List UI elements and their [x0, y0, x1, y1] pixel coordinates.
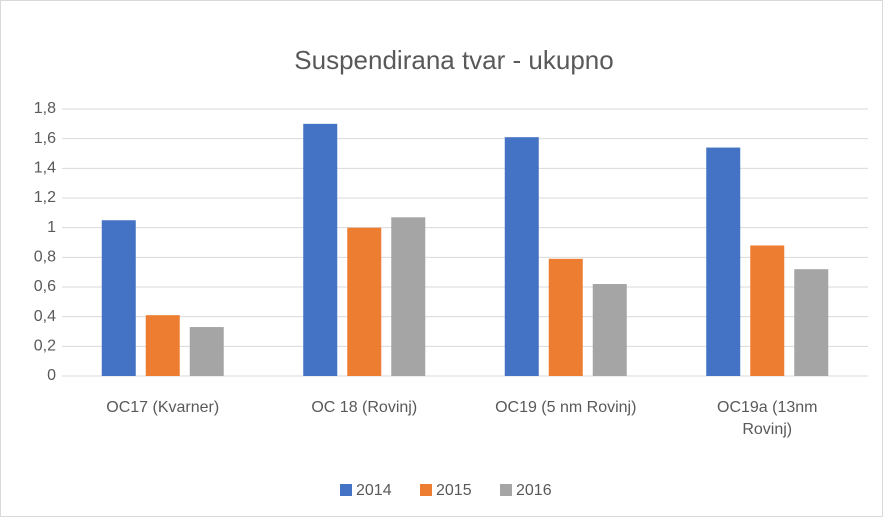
- legend-label: 2016: [516, 482, 552, 499]
- legend-label: 2014: [356, 482, 392, 499]
- y-tick-label: 0: [47, 367, 56, 384]
- x-tick-label: OC17 (Kvarner): [106, 399, 220, 416]
- legend-label: 2015: [436, 482, 472, 499]
- bar: [145, 315, 180, 376]
- legend-swatch: [500, 484, 512, 496]
- legend-swatch: [340, 484, 352, 496]
- y-tick-label: 1,6: [34, 130, 56, 147]
- chart-title: Suspendirana tvar - ukupno: [294, 45, 613, 75]
- bar: [706, 147, 741, 376]
- bar: [347, 227, 382, 376]
- y-tick-label: 1: [47, 219, 56, 236]
- x-tick-label: OC 18 (Rovinj): [311, 399, 418, 416]
- x-tick-label: OC19a (13nm Rovinj): [717, 399, 818, 438]
- bar: [592, 284, 627, 376]
- bar: [548, 258, 583, 376]
- bar: [303, 123, 338, 376]
- x-tick-label: OC19 (5 nm Rovinj): [495, 399, 637, 416]
- legend-swatch: [420, 484, 432, 496]
- y-tick-label: 0,4: [34, 308, 56, 325]
- bar: [189, 327, 224, 376]
- y-tick-label: 1,4: [34, 160, 56, 177]
- y-tick-label: 1,2: [34, 189, 56, 206]
- bar: [794, 269, 829, 376]
- y-tick-label: 0,8: [34, 249, 56, 266]
- bar: [101, 220, 136, 376]
- bar: [504, 137, 539, 376]
- y-tick-label: 1,8: [34, 100, 56, 117]
- bar: [391, 217, 426, 376]
- y-tick-label: 0,2: [34, 338, 56, 355]
- y-tick-label: 0,6: [34, 278, 56, 295]
- bar: [750, 245, 785, 376]
